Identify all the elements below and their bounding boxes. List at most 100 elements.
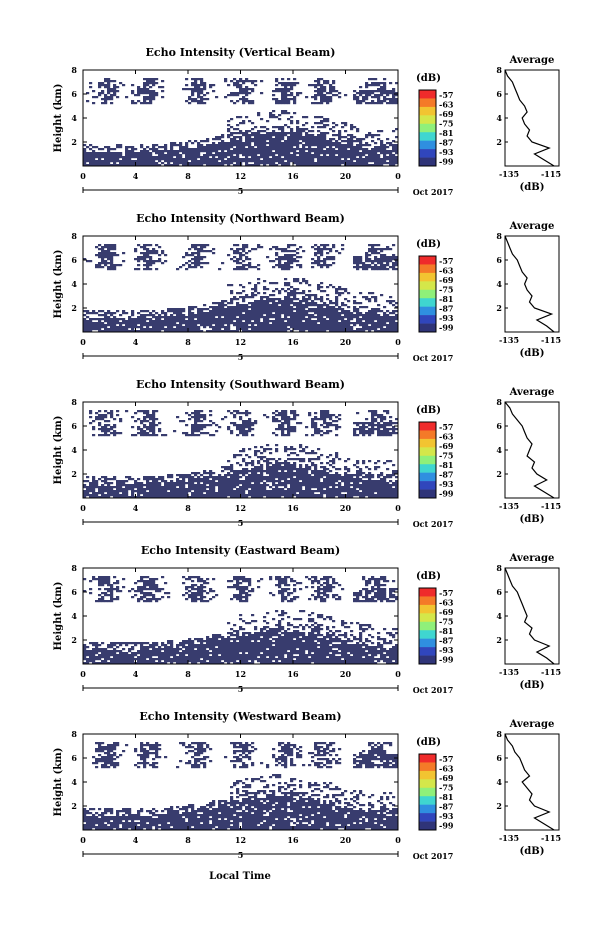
heatmap-cell — [326, 102, 330, 105]
heatmap-cell — [380, 320, 384, 323]
heatmap-cell — [293, 452, 297, 455]
heatmap-cell — [386, 150, 390, 153]
heatmap-cell — [311, 300, 315, 303]
heatmap-cell — [191, 98, 195, 101]
colorbar-segment — [419, 140, 436, 150]
heatmap-cell — [164, 164, 168, 167]
heatmap-cell — [377, 156, 381, 159]
heatmap-cell — [287, 154, 291, 157]
heatmap-cell — [224, 488, 228, 491]
heatmap-cell — [257, 146, 261, 149]
heatmap-cell — [290, 82, 294, 85]
heatmap-cell — [353, 126, 357, 129]
heatmap-cell — [173, 492, 177, 495]
heatmap-cell — [251, 152, 255, 155]
heatmap-cell — [335, 90, 339, 93]
heatmap-cell — [242, 146, 246, 149]
heatmap-cell — [107, 152, 111, 155]
heatmap-cell — [245, 420, 249, 423]
heatmap-cell — [383, 88, 387, 91]
heatmap-cell — [371, 248, 375, 251]
heatmap-cell — [275, 316, 279, 319]
heatmap-cell — [125, 96, 129, 99]
heatmap-cell — [203, 476, 207, 479]
heatmap-cell — [221, 484, 225, 487]
heatmap-cell — [164, 260, 168, 263]
heatmap-cell — [314, 162, 318, 165]
heatmap-cell — [254, 288, 258, 291]
heatmap-cell — [218, 478, 222, 481]
heatmap-cell — [191, 142, 195, 145]
heatmap-cell — [215, 324, 219, 327]
heatmap-cell — [221, 476, 225, 479]
heatmap-cell — [329, 306, 333, 309]
heatmap-cell — [287, 304, 291, 307]
heatmap-cell — [92, 488, 96, 491]
heatmap-cell — [311, 156, 315, 159]
heatmap-cell — [341, 328, 345, 331]
heatmap-cell — [140, 258, 144, 261]
heatmap-cell — [365, 102, 369, 105]
heatmap-cell — [269, 324, 273, 327]
heatmap-cell — [155, 478, 159, 481]
heatmap-cell — [197, 262, 201, 265]
heatmap-cell — [236, 158, 240, 161]
heatmap-cell — [305, 136, 309, 139]
heatmap-cell — [260, 464, 264, 467]
heatmap-cell — [152, 90, 156, 93]
heatmap-cell — [341, 320, 345, 323]
heatmap-cell — [86, 486, 90, 489]
heatmap-cell — [221, 156, 225, 159]
heatmap-cell — [215, 152, 219, 155]
heatmap-cell — [107, 492, 111, 495]
heatmap-cell — [254, 480, 258, 483]
heatmap-cell — [383, 266, 387, 269]
heatmap-cell — [209, 318, 213, 321]
heatmap-cell — [209, 496, 213, 499]
heatmap-cell — [212, 150, 216, 153]
heatmap-cell — [323, 246, 327, 249]
heatmap-cell — [164, 324, 168, 327]
heatmap-cell — [263, 494, 267, 497]
heatmap-cell — [287, 328, 291, 331]
heatmap-cell — [239, 326, 243, 329]
heatmap-cell — [143, 490, 147, 493]
heatmap-cell — [146, 252, 150, 255]
x-tick-label: 12 — [235, 337, 246, 347]
heatmap-cell — [149, 98, 153, 101]
heatmap-cell — [113, 162, 117, 165]
heatmap-cell — [290, 134, 294, 137]
heatmap-cell — [317, 146, 321, 149]
heatmap-cell — [395, 322, 399, 325]
heatmap-cell — [254, 476, 258, 479]
heatmap-cell — [290, 312, 294, 315]
heatmap-cell — [182, 492, 186, 495]
heatmap-cell — [275, 308, 279, 311]
heatmap-cell — [266, 464, 270, 467]
heatmap-cell — [194, 256, 198, 259]
heatmap-cell — [110, 488, 114, 491]
heatmap-cell — [206, 424, 210, 427]
heatmap-cell — [329, 150, 333, 153]
heatmap-cell — [284, 474, 288, 477]
heatmap-cell — [344, 322, 348, 325]
heatmap-cell — [137, 94, 141, 97]
heatmap-cell — [137, 160, 141, 163]
heatmap-cell — [347, 146, 351, 149]
heatmap-cell — [128, 324, 132, 327]
heatmap-cell — [266, 134, 270, 137]
heatmap-cell — [83, 160, 87, 163]
heatmap-cell — [323, 150, 327, 153]
heatmap-cell — [233, 308, 237, 311]
heatmap-cell — [119, 496, 123, 499]
heatmap-cell — [155, 490, 159, 493]
heatmap-cell — [152, 328, 156, 331]
heatmap-cell — [356, 148, 360, 151]
colorbar-label: -99 — [439, 156, 454, 166]
heatmap-cell — [293, 464, 297, 467]
heatmap-cell — [134, 324, 138, 327]
heatmap-cell — [284, 254, 288, 257]
heatmap-cell — [260, 142, 264, 145]
heatmap-cell — [326, 162, 330, 165]
heatmap-cell — [353, 302, 357, 305]
